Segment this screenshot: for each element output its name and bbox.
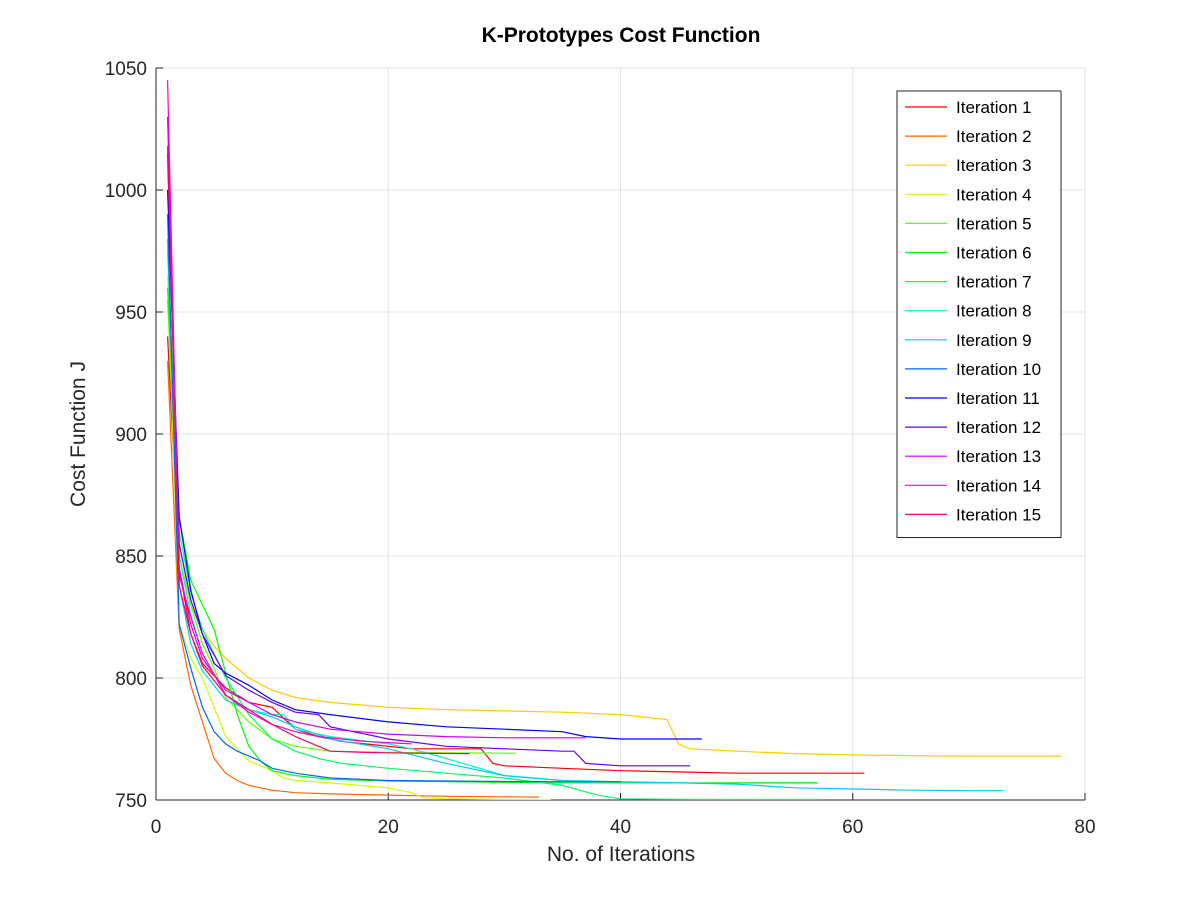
y-tick-label: 1000 xyxy=(105,181,147,202)
x-tick-label: 80 xyxy=(1074,817,1095,838)
legend-label: Iteration 10 xyxy=(956,360,1041,379)
y-tick-label: 750 xyxy=(115,791,147,812)
series-line-4 xyxy=(167,275,551,800)
legend-label: Iteration 13 xyxy=(956,447,1041,466)
series-line-15 xyxy=(167,146,470,755)
y-axis-label: Cost Function J xyxy=(67,361,90,507)
legend-label: Iteration 3 xyxy=(956,156,1032,175)
axes xyxy=(155,67,1086,801)
x-tick-label: 0 xyxy=(151,817,162,838)
legend-label: Iteration 8 xyxy=(956,302,1032,321)
series-line-7 xyxy=(167,250,818,800)
legend-label: Iteration 11 xyxy=(956,389,1040,408)
series-group xyxy=(167,80,1062,800)
y-tick-label: 950 xyxy=(115,303,147,324)
legend-label: Iteration 15 xyxy=(956,505,1041,524)
series-line-13 xyxy=(167,116,586,739)
y-tick-label: 900 xyxy=(115,425,147,446)
series-line-10 xyxy=(167,214,621,783)
legend-label: Iteration 9 xyxy=(956,331,1032,350)
chart-title: K-Prototypes Cost Function xyxy=(482,24,761,47)
legend-label: Iteration 5 xyxy=(956,214,1032,233)
legend: Iteration 1 Iteration 2 Iteration 3 Iterati… xyxy=(896,90,1062,538)
legend-label: Iteration 1 xyxy=(956,98,1032,117)
series-line-14 xyxy=(167,80,412,745)
series-line-3 xyxy=(167,165,1062,757)
legend-label: Iteration 4 xyxy=(956,185,1032,204)
legend-label: Iteration 14 xyxy=(956,476,1041,495)
series-line-6 xyxy=(167,287,818,784)
series-line-1 xyxy=(167,336,865,774)
y-tick-label: 1050 xyxy=(105,59,147,80)
x-axis-label: No. of Iterations xyxy=(547,843,695,866)
legend-label: Iteration 7 xyxy=(956,273,1032,292)
y-tick-label: 850 xyxy=(115,547,147,568)
y-tick-label: 800 xyxy=(115,669,147,690)
tick-labels: 0 20 40 60 80 750 800 850 900 950 1000 1050 xyxy=(105,59,1096,838)
series-line-12 xyxy=(167,153,691,767)
x-tick-label: 40 xyxy=(610,817,631,838)
series-line-9 xyxy=(167,238,1004,792)
legend-label: Iteration 12 xyxy=(956,418,1041,437)
legend-label: Iteration 6 xyxy=(956,244,1032,263)
x-tick-label: 60 xyxy=(842,817,863,838)
series-line-11 xyxy=(167,189,702,740)
legend-label: Iteration 2 xyxy=(956,127,1032,146)
x-tick-label: 20 xyxy=(378,817,399,838)
